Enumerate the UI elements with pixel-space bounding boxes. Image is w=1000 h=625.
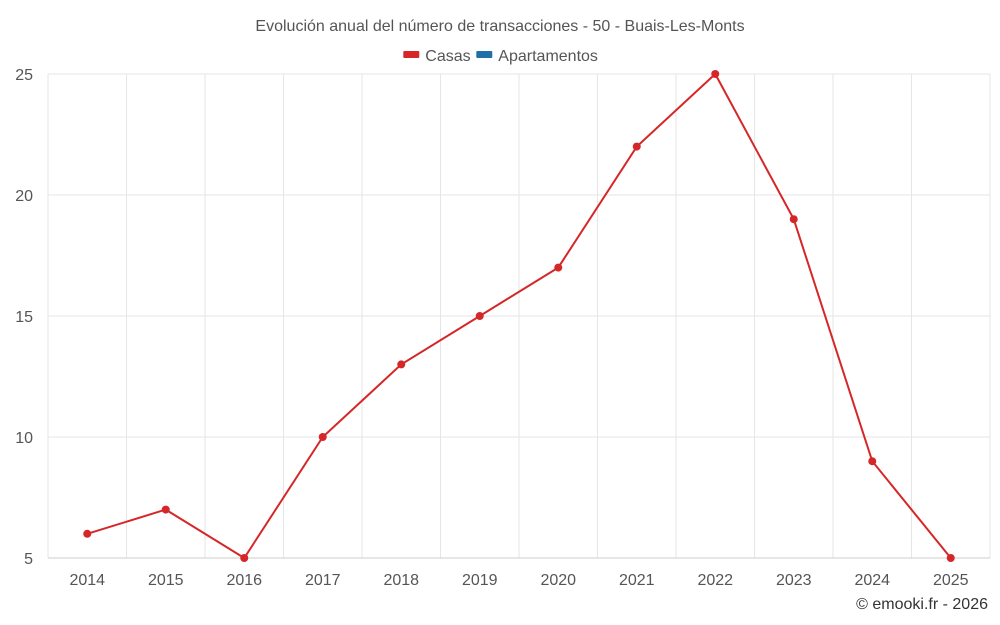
data-point[interactable] <box>554 263 563 272</box>
x-tick-label: 2024 <box>854 572 890 589</box>
legend-label: Casas <box>425 48 470 65</box>
x-tick-label: 2021 <box>619 572 655 589</box>
legend-item-casas[interactable]: Casas <box>403 48 471 65</box>
x-tick-label: 2019 <box>462 572 498 589</box>
x-tick-label: 2025 <box>933 572 969 589</box>
series-layer <box>83 70 955 562</box>
data-point[interactable] <box>475 312 484 320</box>
y-tick-label: 25 <box>15 67 33 84</box>
x-tick-label: 2016 <box>226 572 262 589</box>
data-point[interactable] <box>318 433 327 441</box>
x-tick-label: 2022 <box>697 572 733 589</box>
data-point[interactable] <box>397 360 406 369</box>
legend-swatch <box>476 51 493 58</box>
x-tick-label: 2015 <box>148 572 184 589</box>
x-tick-label: 2020 <box>540 572 576 589</box>
grid <box>47 73 991 559</box>
data-point[interactable] <box>632 142 641 151</box>
data-point[interactable] <box>711 70 720 78</box>
legend[interactable]: Casas Apartamentos <box>403 48 598 65</box>
y-tick-label: 15 <box>15 309 33 326</box>
legend-label: Apartamentos <box>498 48 598 65</box>
chart-title: Evolución anual del número de transaccio… <box>255 18 744 35</box>
x-axis: 2014 2015 2016 2017 2018 2019 2020 2021 2022 2023… <box>69 572 968 589</box>
data-point[interactable] <box>240 554 249 562</box>
data-point[interactable] <box>161 505 170 514</box>
x-tick-label: 2014 <box>69 572 105 589</box>
credit-text: © emooki.fr - 2026 <box>856 596 988 613</box>
data-point[interactable] <box>946 554 955 562</box>
y-tick-label: 5 <box>24 551 33 568</box>
data-point[interactable] <box>789 215 798 224</box>
legend-item-apartamentos[interactable]: Apartamentos <box>476 48 598 65</box>
x-tick-label: 2018 <box>383 572 419 589</box>
series-line-casas <box>86 72 952 560</box>
y-tick-label: 20 <box>15 188 33 205</box>
data-point[interactable] <box>83 529 92 538</box>
x-tick-label: 2023 <box>776 572 812 589</box>
x-tick-label: 2017 <box>305 572 341 589</box>
legend-swatch <box>403 51 420 58</box>
y-axis: 5 10 15 20 25 <box>15 67 33 568</box>
y-tick-label: 10 <box>15 430 33 447</box>
data-point[interactable] <box>868 457 877 466</box>
